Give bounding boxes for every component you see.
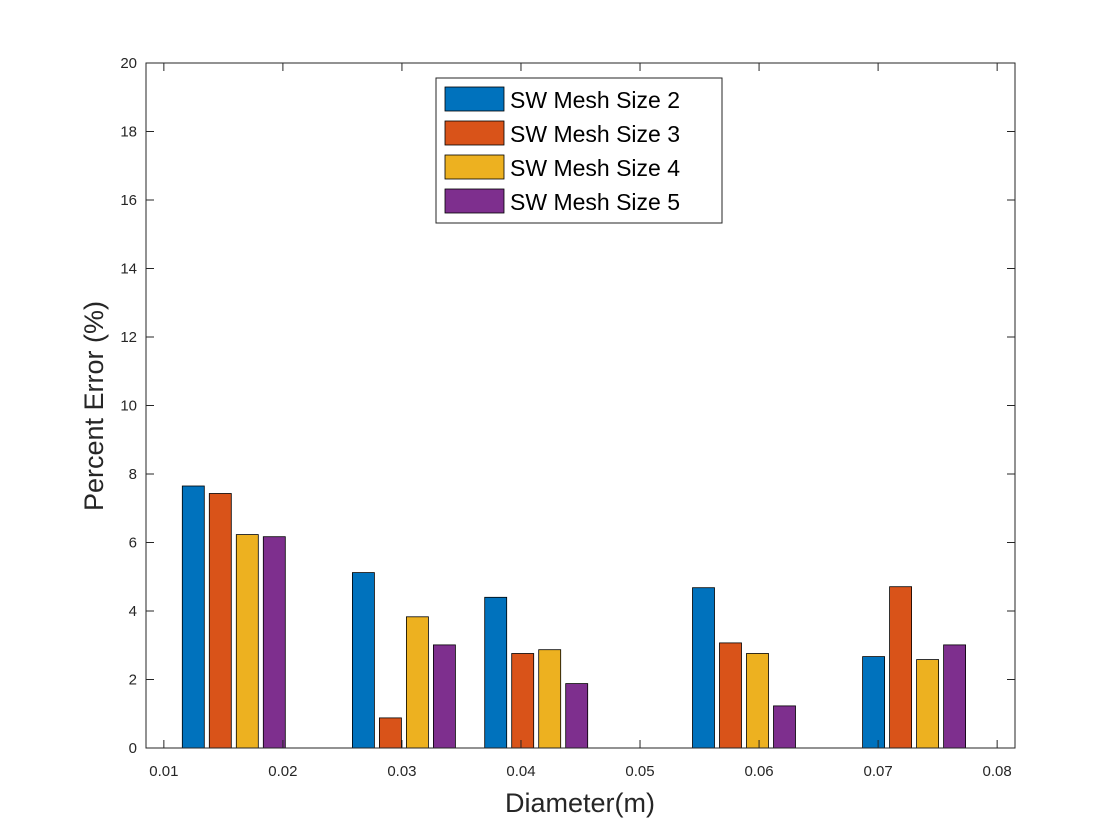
bar xyxy=(538,649,562,749)
y-tick-label: 18 xyxy=(120,124,137,141)
bar xyxy=(773,705,796,749)
x-tick-label: 0.07 xyxy=(864,763,893,780)
legend-label: SW Mesh Size 3 xyxy=(510,121,680,147)
bar xyxy=(889,586,912,749)
legend-swatch xyxy=(444,188,505,214)
bar xyxy=(916,659,939,749)
x-tick-label: 0.08 xyxy=(983,763,1012,780)
bar xyxy=(262,536,286,749)
y-tick-label: 20 xyxy=(120,55,137,72)
bar xyxy=(181,485,205,749)
bar xyxy=(351,572,375,749)
bar xyxy=(719,642,742,749)
bar xyxy=(405,616,429,749)
y-tick-label: 14 xyxy=(120,261,137,278)
bar xyxy=(484,596,508,749)
bar xyxy=(746,653,769,749)
legend-swatch xyxy=(444,86,505,112)
y-tick-label: 4 xyxy=(129,603,137,620)
x-tick-label: 0.04 xyxy=(506,763,535,780)
bars-layer xyxy=(181,485,966,749)
x-tick-label: 0.05 xyxy=(625,763,654,780)
bar xyxy=(432,644,456,749)
bar xyxy=(943,644,966,749)
bar xyxy=(208,493,232,749)
y-tick-label: 10 xyxy=(120,398,137,415)
y-tick-label: 8 xyxy=(129,466,137,483)
bar xyxy=(511,653,535,749)
bar xyxy=(235,534,259,749)
legend-swatch xyxy=(444,154,505,180)
legend-label: SW Mesh Size 2 xyxy=(510,87,680,113)
x-tick-label: 0.01 xyxy=(149,763,178,780)
x-axis-title: Diameter(m) xyxy=(505,788,655,818)
bar xyxy=(565,683,589,749)
x-tick-label: 0.03 xyxy=(387,763,416,780)
bar xyxy=(692,587,715,749)
legend: SW Mesh Size 2 SW Mesh Size 3 SW Mesh Size… xyxy=(435,77,723,224)
legend-label: SW Mesh Size 5 xyxy=(510,189,680,215)
legend-label: SW Mesh Size 4 xyxy=(510,155,680,181)
axes-layer: 0 2 4 6 8 10 12 14 16 18 20 0.01 0.02 0.03 0.04 0.05 0.0… xyxy=(120,55,1016,780)
bar xyxy=(378,717,402,749)
bar xyxy=(862,656,885,749)
x-tick-label: 0.06 xyxy=(744,763,773,780)
y-tick-label: 2 xyxy=(129,672,137,689)
x-tick-label: 0.02 xyxy=(268,763,297,780)
y-tick-label: 6 xyxy=(129,535,137,552)
y-tick-label: 12 xyxy=(120,329,137,346)
legend-swatch xyxy=(444,120,505,146)
y-tick-label: 16 xyxy=(120,192,137,209)
y-tick-label: 0 xyxy=(129,740,137,757)
y-axis-title: Percent Error (%) xyxy=(79,301,109,511)
